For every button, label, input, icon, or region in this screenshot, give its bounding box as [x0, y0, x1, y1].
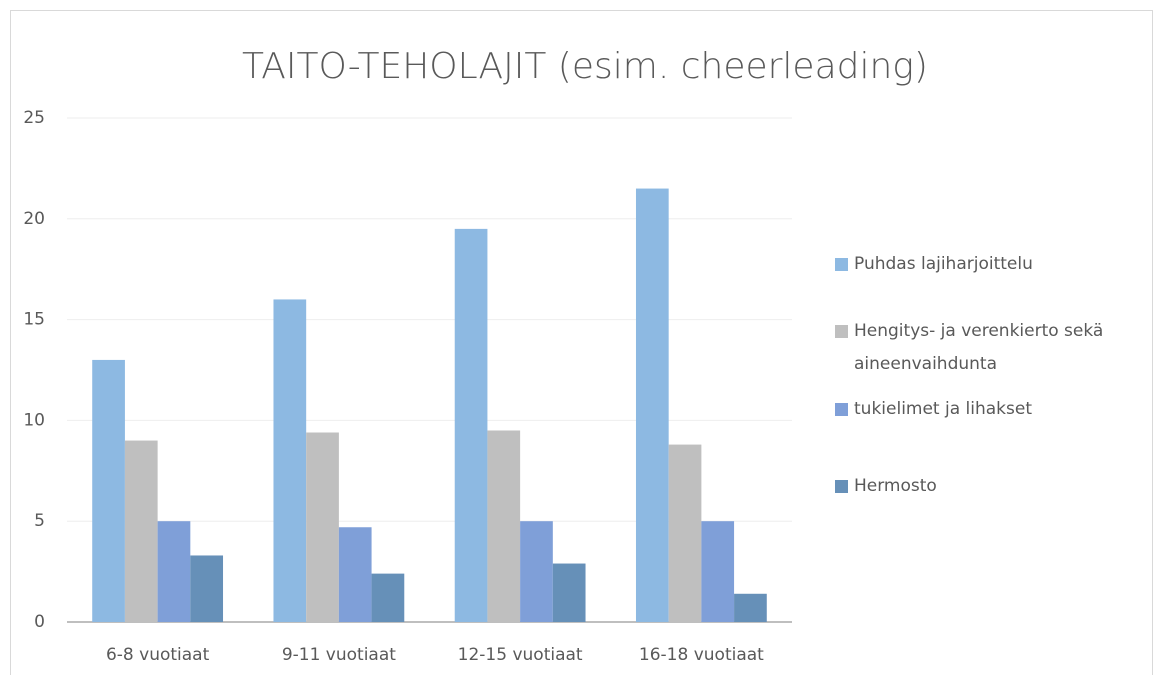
- legend-item: Puhdas lajiharjoittelu: [835, 248, 1033, 281]
- bar: [701, 521, 735, 622]
- bar: [520, 521, 553, 622]
- legend-item: Hengitys- ja verenkierto sekä aineenvaih…: [835, 315, 1155, 381]
- legend-label: Hermosto: [854, 476, 937, 496]
- bar: [273, 299, 307, 622]
- legend-label: Hengitys- ja verenkierto sekä aineenvaih…: [854, 321, 1104, 374]
- legend-swatch: [835, 258, 848, 271]
- y-tick-label: 15: [23, 310, 45, 330]
- bar: [668, 444, 702, 622]
- bar: [734, 593, 767, 622]
- legend-swatch: [835, 480, 848, 493]
- y-tick-label: 25: [23, 108, 45, 128]
- legend-item: tukielimet ja lihakset: [835, 393, 1032, 426]
- y-tick-label: 5: [34, 511, 45, 531]
- bar: [306, 432, 339, 622]
- legend-swatch: [835, 403, 848, 416]
- x-tick-label: 6-8 vuotiaat: [106, 645, 210, 665]
- bar: [454, 228, 488, 622]
- legend-swatch: [835, 325, 848, 338]
- bar: [635, 188, 669, 622]
- bar: [124, 440, 158, 622]
- x-tick-label: 16-18 vuotiaat: [639, 645, 764, 665]
- x-tick-label: 9-11 vuotiaat: [282, 645, 396, 665]
- y-tick-label: 0: [34, 612, 45, 632]
- bar: [157, 521, 191, 622]
- legend-label: Puhdas lajiharjoittelu: [854, 254, 1033, 274]
- legend-item: Hermosto: [835, 470, 937, 503]
- bar: [487, 430, 521, 622]
- bar: [371, 573, 405, 622]
- legend-label: tukielimet ja lihakset: [854, 399, 1033, 419]
- bar: [190, 555, 224, 622]
- y-tick-label: 10: [23, 410, 45, 430]
- bar: [552, 563, 586, 622]
- chart-title: TAITO-TEHOLAJIT (esim. cheerleading): [242, 46, 928, 87]
- bar: [338, 527, 372, 622]
- bar: [92, 359, 125, 622]
- x-tick-label: 12-15 vuotiaat: [458, 645, 583, 665]
- y-tick-label: 20: [23, 209, 45, 229]
